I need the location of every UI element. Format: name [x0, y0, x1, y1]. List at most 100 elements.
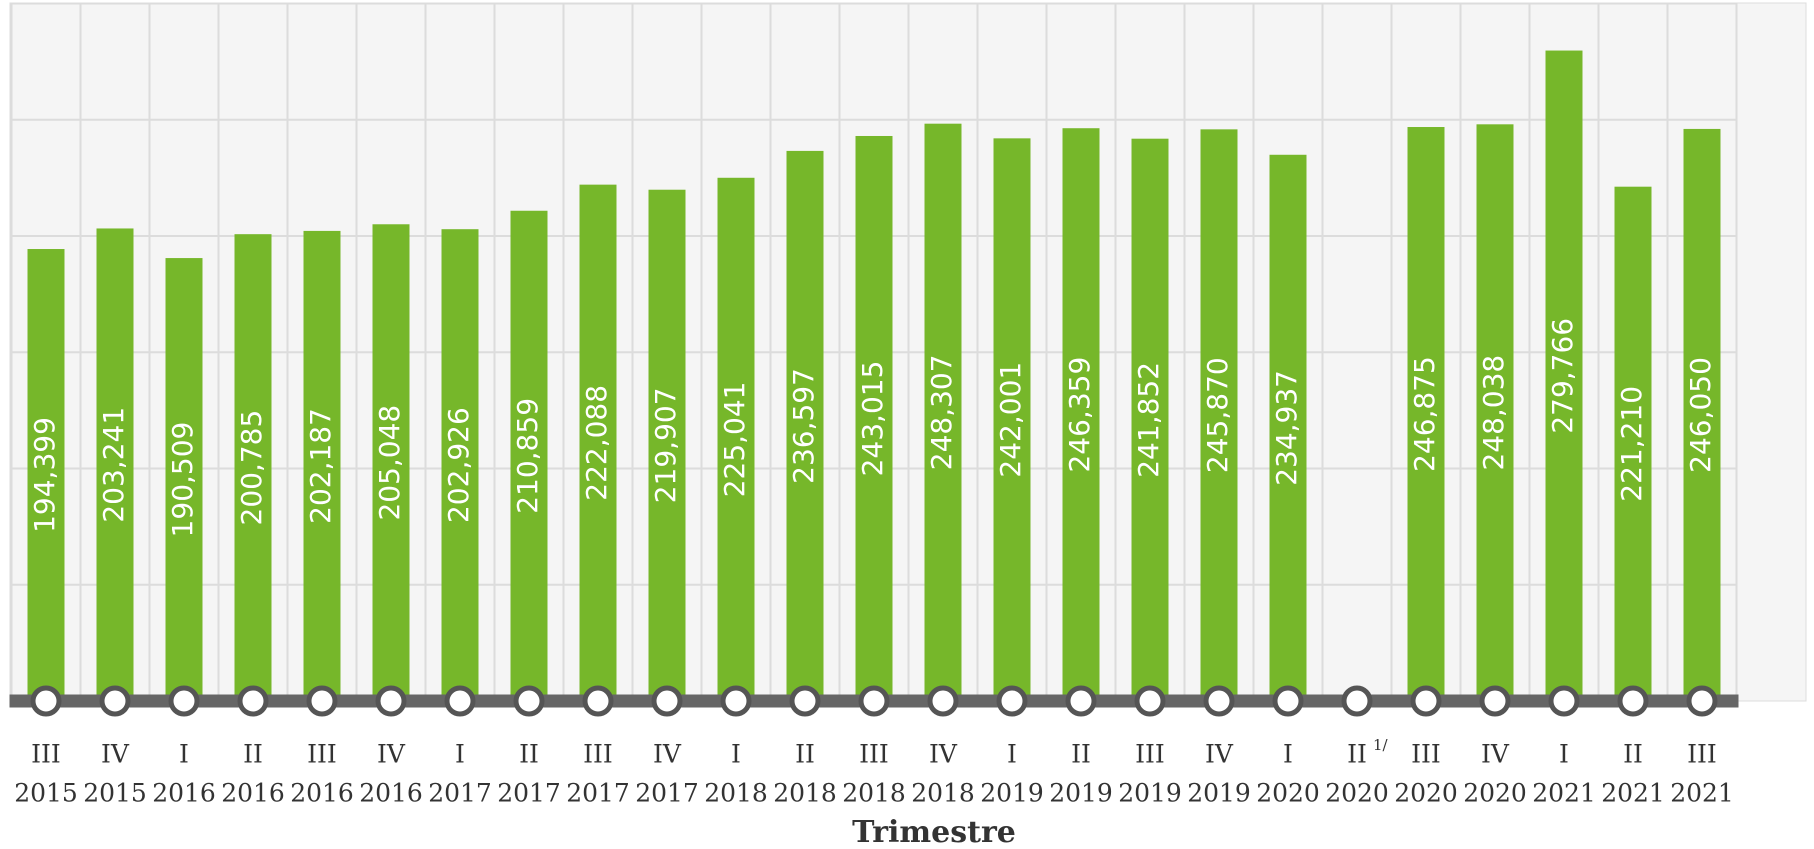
value-label: 243,015	[856, 361, 889, 477]
bar	[96, 228, 134, 702]
axis-dot	[444, 685, 476, 717]
x-tick-label: II	[1347, 740, 1367, 769]
x-tick-label: 2017	[566, 779, 630, 808]
x-tick-label: 2021	[1670, 779, 1734, 808]
value-label: 210,859	[511, 398, 544, 514]
value-label: 242,001	[994, 362, 1027, 478]
value-label: 246,050	[1684, 357, 1717, 473]
bar	[165, 258, 203, 701]
axis-dot	[30, 685, 62, 717]
bar	[786, 150, 824, 701]
x-tick-label: 2020	[1325, 779, 1389, 808]
axis-dot	[99, 685, 131, 717]
x-tick-label: 2018	[911, 779, 975, 808]
axis-dot	[1617, 685, 1649, 717]
bar	[234, 234, 272, 702]
x-tick-label: 2015	[83, 779, 147, 808]
value-label: 190,509	[166, 422, 199, 538]
axis-dot	[375, 685, 407, 717]
bar	[648, 189, 686, 701]
axis-dot	[1272, 685, 1304, 717]
bar	[924, 123, 962, 702]
axis-dot	[858, 685, 890, 717]
axis-dot	[582, 685, 614, 717]
x-tick-label: 2019	[1187, 779, 1251, 808]
value-label: 279,766	[1546, 318, 1579, 434]
value-label: 246,359	[1063, 357, 1096, 473]
x-tick-label: III	[1411, 740, 1441, 769]
x-tick-label: I	[455, 740, 465, 769]
axis-dot	[306, 685, 338, 717]
value-label: 225,041	[718, 381, 751, 497]
x-tick-label: 2018	[773, 779, 837, 808]
x-tick-label: III	[307, 740, 337, 769]
x-tick-label: II	[1071, 740, 1091, 769]
axis-dot	[789, 685, 821, 717]
axis-dot	[1479, 685, 1511, 717]
value-label: 194,399	[28, 417, 61, 533]
value-label: 200,785	[235, 410, 268, 526]
x-tick-label: IV	[653, 740, 682, 769]
bar	[579, 184, 617, 702]
bar	[27, 249, 65, 701]
bar	[1269, 154, 1307, 701]
x-tick-label: II	[243, 740, 263, 769]
x-tick-label: IV	[1205, 740, 1234, 769]
bar	[1131, 138, 1169, 702]
bar	[1200, 129, 1238, 702]
bar	[855, 135, 893, 702]
value-label: 221,210	[1615, 386, 1648, 502]
footnote-mark: 1/	[1373, 736, 1389, 754]
axis-dot	[720, 685, 752, 717]
bar	[303, 230, 341, 701]
bar	[372, 224, 410, 701]
axis-dot	[237, 685, 269, 717]
value-label: 248,038	[1477, 355, 1510, 471]
x-tick-label: 2021	[1601, 779, 1665, 808]
x-tick-label: 2015	[14, 779, 78, 808]
x-tick-label: II	[795, 740, 815, 769]
axis-dot	[927, 685, 959, 717]
x-tick-label: 2018	[842, 779, 906, 808]
axis-dot	[1065, 685, 1097, 717]
x-tick-label: III	[1135, 740, 1165, 769]
x-tick-label: 2017	[428, 779, 492, 808]
value-label: 236,597	[787, 368, 820, 484]
bar	[1683, 128, 1721, 702]
axis-dot	[1410, 685, 1442, 717]
x-tick-label: III	[583, 740, 613, 769]
x-tick-label: III	[859, 740, 889, 769]
value-label: 246,875	[1408, 356, 1441, 472]
axis-dot	[1134, 685, 1166, 717]
bar	[993, 138, 1031, 702]
value-label: 222,088	[580, 385, 613, 501]
x-tick-label: 2019	[1118, 779, 1182, 808]
bar	[1545, 50, 1583, 701]
value-label: 241,852	[1132, 362, 1165, 478]
bar	[1614, 186, 1652, 701]
x-tick-label: 2020	[1463, 779, 1527, 808]
value-label: 234,937	[1270, 370, 1303, 486]
bar	[717, 177, 755, 702]
x-tick-label: 2016	[290, 779, 354, 808]
value-label: 202,926	[442, 407, 475, 523]
axis-dot	[1203, 685, 1235, 717]
x-tick-label: I	[1007, 740, 1017, 769]
x-tick-label: IV	[1481, 740, 1510, 769]
x-tick-label: 2016	[359, 779, 423, 808]
bar	[1476, 124, 1514, 702]
bar	[1062, 128, 1100, 701]
value-label: 205,048	[373, 405, 406, 521]
x-tick-label: I	[179, 740, 189, 769]
x-tick-label: 2017	[497, 779, 561, 808]
axis-dot	[1341, 685, 1373, 717]
bar	[1407, 127, 1445, 701]
value-label: 219,907	[649, 387, 682, 503]
x-tick-label: II	[1623, 740, 1643, 769]
x-tick-label: 2019	[1049, 779, 1113, 808]
bar	[441, 229, 479, 701]
x-axis-title: Trimestre	[852, 815, 1016, 849]
value-label: 248,307	[925, 354, 958, 470]
x-tick-label: 2018	[704, 779, 768, 808]
